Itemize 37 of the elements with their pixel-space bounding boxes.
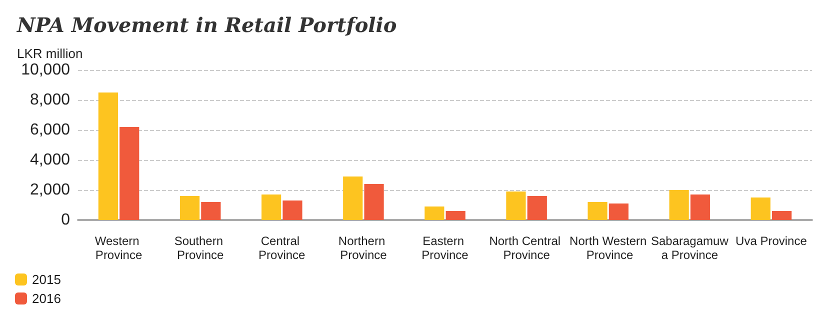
bar	[262, 194, 282, 220]
x-tick-label: Western Province	[94, 234, 143, 262]
y-tick-label: 8,000	[30, 92, 70, 108]
x-tick-label: Eastern Province	[422, 234, 469, 262]
bar	[98, 92, 118, 220]
bar	[201, 202, 221, 220]
x-tick-label: North Western Province	[570, 234, 647, 262]
bar	[527, 196, 547, 220]
bar	[588, 202, 608, 220]
y-tick-label: 6,000	[30, 122, 70, 138]
bar	[690, 194, 710, 220]
bar	[446, 211, 466, 220]
legend-label: 2016	[32, 291, 61, 306]
x-tick-label: Northern Province	[338, 234, 388, 262]
x-tick-label: Southern Province	[174, 234, 226, 262]
chart-title: NPA Movement in Retail Portfolio	[16, 13, 397, 37]
bar	[282, 200, 302, 220]
bar	[343, 176, 363, 220]
bar	[669, 190, 689, 220]
bar	[120, 127, 140, 220]
y-axis-title: LKR million	[17, 46, 83, 61]
bar	[506, 192, 526, 220]
x-tick-label: Central Province	[258, 234, 306, 262]
y-tick-label: 2,000	[30, 182, 70, 198]
x-tick-label: Sabaragamuwa Province	[650, 234, 729, 262]
x-tick-label: Uva Province	[736, 234, 808, 248]
bar	[364, 184, 384, 220]
bar	[180, 196, 200, 220]
x-tick-label: North Central Province	[489, 234, 564, 262]
bar	[772, 211, 792, 220]
bar	[608, 204, 628, 220]
y-tick-label: 10,000	[21, 62, 70, 78]
legend-label: 2015	[32, 272, 61, 287]
y-tick-label: 0	[61, 212, 70, 228]
y-tick-label: 4,000	[30, 152, 70, 168]
bar	[424, 206, 444, 220]
bar	[750, 198, 770, 220]
